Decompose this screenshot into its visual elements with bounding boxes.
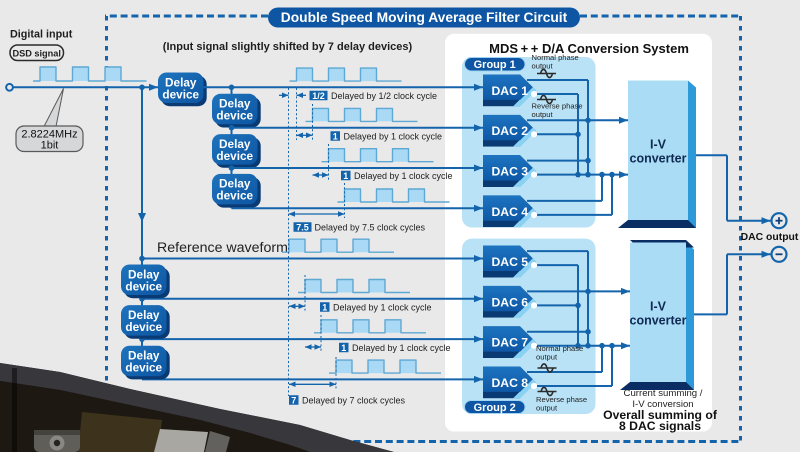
svg-text:Delay: Delay (219, 137, 251, 151)
svg-text:DAC 6: DAC 6 (492, 295, 529, 309)
svg-text:DAC 4: DAC 4 (492, 205, 529, 219)
svg-text:Delayed by 7.5 clock cycles: Delayed by 7.5 clock cycles (315, 223, 426, 233)
svg-text:DAC 3: DAC 3 (492, 165, 529, 179)
svg-text:Current summing /: Current summing / (624, 388, 703, 399)
svg-text:Digital input: Digital input (10, 29, 73, 41)
svg-text:Normal phase: Normal phase (536, 344, 583, 353)
svg-text:(Input signal slightly shifted: (Input signal slightly shifted by 7 dela… (163, 41, 413, 53)
svg-text:1: 1 (343, 171, 348, 181)
svg-text:Reverse phase: Reverse phase (532, 102, 583, 111)
svg-text:Delay: Delay (219, 177, 251, 191)
svg-text:1: 1 (333, 131, 338, 141)
svg-text:Delayed by 1 clock cycle: Delayed by 1 clock cycle (352, 343, 451, 353)
svg-text:2.8224MHz: 2.8224MHz (21, 129, 77, 141)
svg-text:device: device (216, 149, 253, 163)
svg-text:Reference waveform: Reference waveform (157, 240, 288, 256)
svg-text:1/2: 1/2 (312, 91, 325, 101)
svg-text:7.5: 7.5 (296, 222, 309, 232)
svg-text:device: device (125, 360, 162, 374)
svg-text:converter: converter (630, 313, 687, 327)
svg-text:output: output (536, 352, 558, 361)
svg-text:output: output (532, 110, 554, 119)
svg-text:Delayed by 1/2 clock cycle: Delayed by 1/2 clock cycle (331, 91, 437, 101)
svg-text:device: device (162, 87, 199, 101)
svg-text:device: device (125, 320, 162, 334)
svg-text:Delayed by 1 clock cycle: Delayed by 1 clock cycle (344, 132, 443, 142)
svg-text:output: output (536, 403, 558, 412)
svg-text:converter: converter (630, 151, 687, 165)
svg-text:Delay: Delay (128, 267, 160, 281)
svg-text:Delay: Delay (165, 75, 197, 89)
svg-text:Delayed by 1 clock cycle: Delayed by 1 clock cycle (333, 303, 432, 313)
svg-text:DAC 5: DAC 5 (492, 255, 529, 269)
svg-text:Overall summing of: Overall summing of (603, 408, 718, 422)
svg-text:DAC 2: DAC 2 (492, 124, 529, 138)
svg-text:Delay: Delay (219, 97, 251, 111)
svg-text:device: device (125, 279, 162, 293)
svg-text:I-V: I-V (650, 299, 667, 313)
svg-text:Delay: Delay (128, 308, 160, 322)
svg-text:8 DAC signals: 8 DAC signals (619, 419, 701, 433)
svg-text:DAC output: DAC output (741, 232, 799, 243)
svg-text:Reverse phase: Reverse phase (536, 395, 587, 404)
svg-text:device: device (216, 109, 253, 123)
svg-text:1bit: 1bit (41, 140, 59, 152)
svg-text:device: device (216, 189, 253, 203)
svg-text:DAC 8: DAC 8 (492, 376, 529, 390)
svg-text:DSD signal: DSD signal (12, 49, 61, 59)
svg-text:Delay: Delay (128, 348, 160, 362)
svg-text:Delayed by 7 clock cycles: Delayed by 7 clock cycles (302, 396, 406, 406)
svg-text:1: 1 (341, 343, 346, 353)
svg-text:Group 2: Group 2 (474, 402, 516, 414)
svg-text:I-V: I-V (650, 137, 667, 151)
svg-text:MDS + + D/A Conversion System: MDS + + D/A Conversion System (489, 41, 689, 56)
svg-text:output: output (532, 61, 554, 70)
svg-text:Double Speed Moving Average Fi: Double Speed Moving Average Filter Circu… (281, 10, 568, 25)
svg-text:Group 1: Group 1 (474, 59, 516, 71)
svg-text:DAC 7: DAC 7 (492, 336, 529, 350)
svg-text:1: 1 (322, 302, 327, 312)
svg-text:Normal phase: Normal phase (532, 53, 579, 62)
svg-text:DAC 1: DAC 1 (492, 84, 529, 98)
svg-text:7: 7 (291, 395, 296, 405)
svg-text:I-V conversion: I-V conversion (632, 399, 693, 410)
svg-text:Delayed by 1 clock cycle: Delayed by 1 clock cycle (354, 171, 453, 181)
